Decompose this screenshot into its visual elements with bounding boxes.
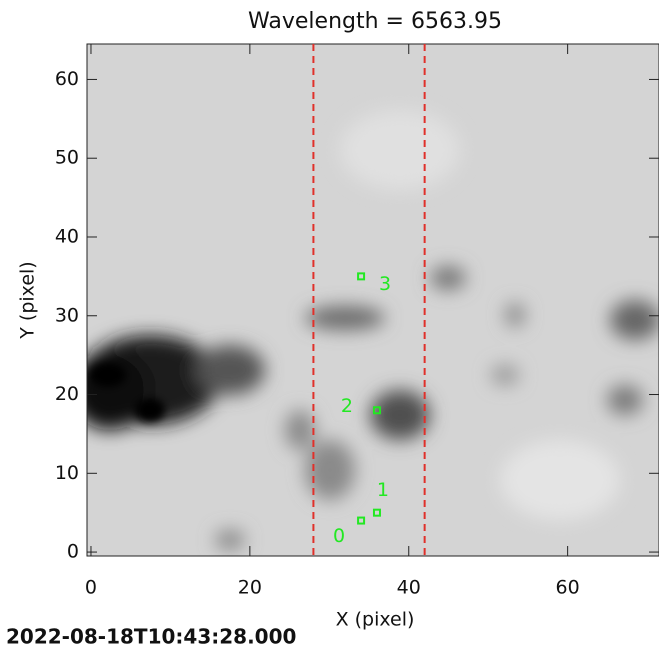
chart-title: Wavelength = 6563.95 bbox=[248, 9, 502, 34]
image bbox=[87, 44, 659, 556]
y-tick-label: 60 bbox=[55, 68, 79, 90]
x-tick-label: 20 bbox=[238, 577, 262, 599]
point-marker bbox=[357, 272, 366, 281]
y-tick-label: 50 bbox=[55, 147, 79, 169]
y-tick-label: 20 bbox=[55, 383, 79, 405]
y-axis-label: Y (pixel) bbox=[17, 261, 39, 339]
timestamp: 2022-08-18T10:43:28.000 bbox=[6, 625, 296, 649]
y-tick-label: 40 bbox=[55, 225, 79, 247]
x-tick-label: 0 bbox=[85, 577, 97, 599]
x-tick-label: 60 bbox=[556, 577, 580, 599]
y-tick-label: 10 bbox=[55, 462, 79, 484]
point-marker bbox=[372, 508, 381, 517]
point-label: 2 bbox=[341, 395, 353, 417]
x-tick-label: 40 bbox=[397, 577, 421, 599]
y-tick-label: 30 bbox=[55, 304, 79, 326]
point-marker bbox=[357, 516, 366, 525]
point-label: 0 bbox=[333, 525, 345, 547]
x-axis-label: X (pixel) bbox=[336, 609, 415, 631]
point-marker bbox=[372, 406, 381, 415]
point-label: 1 bbox=[377, 479, 389, 501]
point-label: 3 bbox=[379, 273, 391, 295]
y-tick-label: 0 bbox=[67, 541, 79, 563]
